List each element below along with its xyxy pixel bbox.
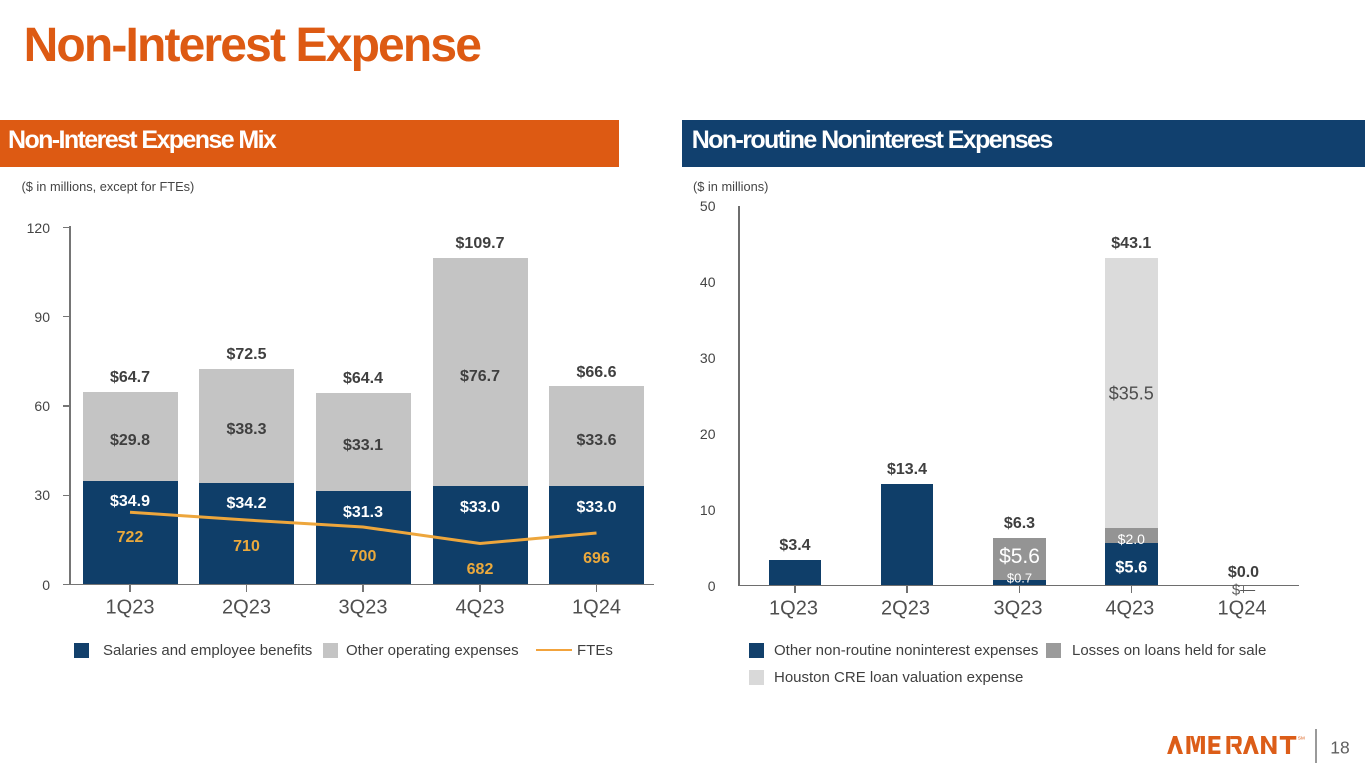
svg-text:SM: SM xyxy=(1298,736,1305,740)
